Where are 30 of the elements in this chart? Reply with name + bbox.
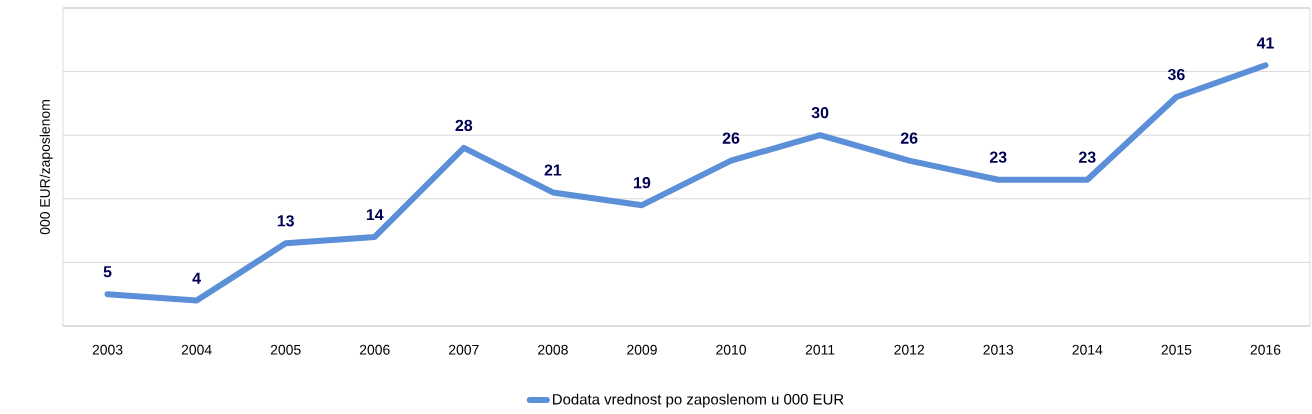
data-label: 13 (277, 215, 294, 227)
x-tick-label: 2003 (92, 344, 123, 355)
data-label: 19 (634, 177, 651, 189)
data-label: 41 (1256, 37, 1274, 49)
data-label: 26 (722, 132, 740, 144)
x-tick-label: 2012 (894, 344, 924, 355)
data-label: 23 (989, 151, 1007, 163)
data-label: 4 (192, 272, 201, 284)
data-label: 14 (366, 209, 384, 221)
data-label: 28 (455, 119, 473, 132)
x-tick-label: 2013 (983, 344, 1014, 355)
y-axis-title: 000 EUR/zaposlenom (39, 100, 53, 235)
x-tick-label: 2016 (1250, 344, 1281, 355)
legend-label: Dodata vrednost po zaposlenom u 000 EUR (553, 393, 844, 408)
data-label: 5 (103, 266, 112, 278)
x-tick-label: 2010 (716, 344, 746, 355)
data-label: 26 (900, 132, 918, 144)
x-tick-label: 2014 (1072, 344, 1103, 355)
data-label: 23 (1079, 151, 1096, 163)
x-tick-label: 2005 (270, 344, 301, 355)
data-label: 30 (811, 107, 829, 119)
x-tick-label: 2008 (538, 344, 568, 355)
x-tick-label: 2011 (805, 344, 835, 355)
x-tick-label: 2006 (359, 344, 390, 355)
data-label: 21 (544, 164, 562, 176)
x-tick-label: 2007 (449, 344, 479, 355)
x-tick-label: 2004 (181, 344, 212, 355)
x-tick-label: 2009 (627, 344, 657, 355)
data-label: 36 (1167, 68, 1185, 81)
x-tick-label: 2015 (1161, 344, 1192, 355)
